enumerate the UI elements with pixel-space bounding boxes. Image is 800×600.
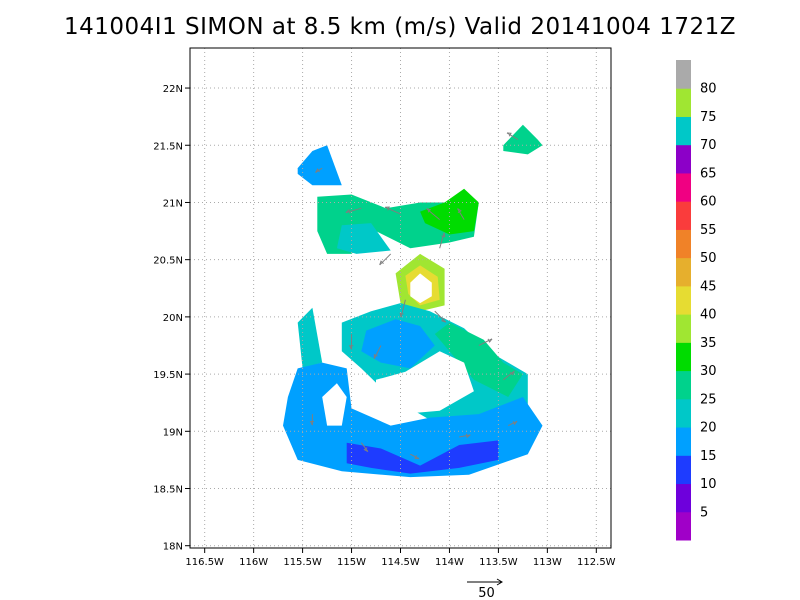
colorbar-swatch-13: [676, 144, 691, 174]
reference-vector: 50: [467, 578, 503, 600]
grid-layer: [190, 48, 611, 548]
y-tick-label-7: 21.5N: [153, 141, 183, 152]
wind-region-12: [346, 440, 499, 474]
colorbar-swatch-1: [676, 483, 691, 513]
colorbar-swatch-15: [676, 88, 691, 117]
x-tick-label-8: 112.5W: [577, 557, 616, 568]
colorbar-label-12: 65: [700, 166, 717, 181]
wind-vector-layer: [309, 132, 519, 460]
no-data-region-2: [322, 383, 347, 426]
colorbar-swatch-16: [676, 60, 691, 89]
colorbar-swatch-2: [676, 455, 691, 485]
wind-region-8: [434, 322, 523, 397]
x-tick-label-3: 115W: [337, 557, 366, 568]
colorbar-swatch-3: [676, 427, 691, 456]
wind-vector-3: [384, 206, 401, 215]
wind-region-1: [297, 145, 342, 186]
wind-region-11: [361, 319, 435, 369]
y-tick-label-3: 19.5N: [153, 370, 183, 381]
colorbar-swatch-9: [676, 257, 691, 287]
colorbar-label-9: 50: [700, 251, 717, 266]
wind-vector-5: [457, 208, 465, 220]
wind-vector-17: [459, 433, 471, 439]
y-tick-label-2: 19N: [163, 427, 183, 438]
wind-vector-8: [399, 299, 406, 318]
wind-vector-15: [360, 442, 369, 452]
colorbar-label-5: 30: [700, 364, 717, 379]
wind-region-0: [503, 124, 543, 155]
colorbar-label-0: 5: [700, 505, 708, 520]
colorbar-label-13: 70: [700, 138, 717, 153]
x-tick-label-2: 115.5W: [283, 557, 322, 568]
colorbar-label-2: 15: [700, 449, 717, 464]
axis-layer: 116.5W 116W 115.5W 115W 114.5W 114W 113.5W 113W…: [153, 84, 615, 568]
colorbar: 5 10 15 20 25 30 35 40 45 50 55 60 65 70 75 80: [676, 60, 717, 541]
wind-vector-9: [434, 310, 447, 323]
colorbar-label-4: 25: [700, 392, 717, 407]
colorbar-label-1: 10: [700, 477, 717, 492]
wind-vector-0: [506, 132, 519, 140]
colorbar-swatch-5: [676, 370, 691, 400]
y-tick-label-5: 20.5N: [153, 256, 183, 267]
colorbar-swatch-8: [676, 285, 691, 315]
y-tick-label-8: 22N: [163, 84, 183, 95]
wind-vector-16: [410, 453, 420, 460]
colorbar-label-14: 75: [700, 110, 717, 125]
wind-vector-10: [349, 334, 354, 350]
colorbar-swatch-0: [676, 511, 691, 541]
colorbar-swatch-6: [676, 342, 691, 372]
y-tick-label-4: 20N: [163, 313, 183, 324]
colorbar-label-7: 40: [700, 308, 717, 323]
x-tick-label-7: 113W: [533, 557, 562, 568]
wind-vector-12: [478, 338, 493, 346]
colorbar-label-8: 45: [700, 279, 717, 294]
wind-vector-14: [309, 414, 315, 426]
wind-field-layer: [283, 124, 543, 478]
y-tick-label-6: 21N: [163, 198, 183, 209]
colorbar-label-3: 20: [700, 421, 717, 436]
colorbar-swatch-12: [676, 172, 691, 202]
wind-vector-4: [426, 208, 440, 221]
reference-vector-label: 50: [478, 586, 495, 600]
reference-vector-head: [496, 578, 503, 586]
y-tick-label-1: 18.5N: [153, 485, 183, 496]
wind-vector-18: [507, 420, 518, 427]
wind-vector-2: [345, 207, 362, 214]
wind-vector-11: [373, 345, 382, 359]
chart-title: 141004I1 SIMON at 8.5 km (m/s) Valid 201…: [63, 14, 736, 40]
wind-vector-7: [439, 232, 446, 249]
x-tick-label-0: 116.5W: [185, 557, 224, 568]
colorbar-label-15: 80: [700, 82, 717, 97]
colorbar-label-10: 55: [700, 223, 717, 238]
colorbar-swatch-10: [676, 229, 691, 259]
wind-region-3: [420, 188, 479, 235]
x-tick-label-1: 116W: [239, 557, 268, 568]
x-tick-label-6: 113.5W: [479, 557, 518, 568]
x-tick-label-5: 114W: [435, 557, 464, 568]
colorbar-swatch-14: [676, 116, 691, 146]
wind-region-4: [336, 223, 391, 254]
no-data-region-0: [410, 273, 432, 304]
no-data-layer: [322, 273, 474, 426]
colorbar-label-11: 60: [700, 195, 717, 210]
colorbar-swatch-7: [676, 314, 691, 343]
no-data-region-1: [376, 351, 474, 415]
x-tick-label-4: 114.5W: [381, 557, 420, 568]
wind-vector-6: [379, 253, 392, 266]
wind-region-9: [297, 307, 323, 369]
wind-vector-1: [315, 167, 323, 173]
colorbar-swatch-4: [676, 398, 691, 428]
wind-vector-13: [502, 370, 515, 381]
colorbar-swatch-11: [676, 201, 691, 230]
y-tick-label-0: 18N: [163, 542, 183, 553]
colorbar-label-6: 35: [700, 336, 717, 351]
